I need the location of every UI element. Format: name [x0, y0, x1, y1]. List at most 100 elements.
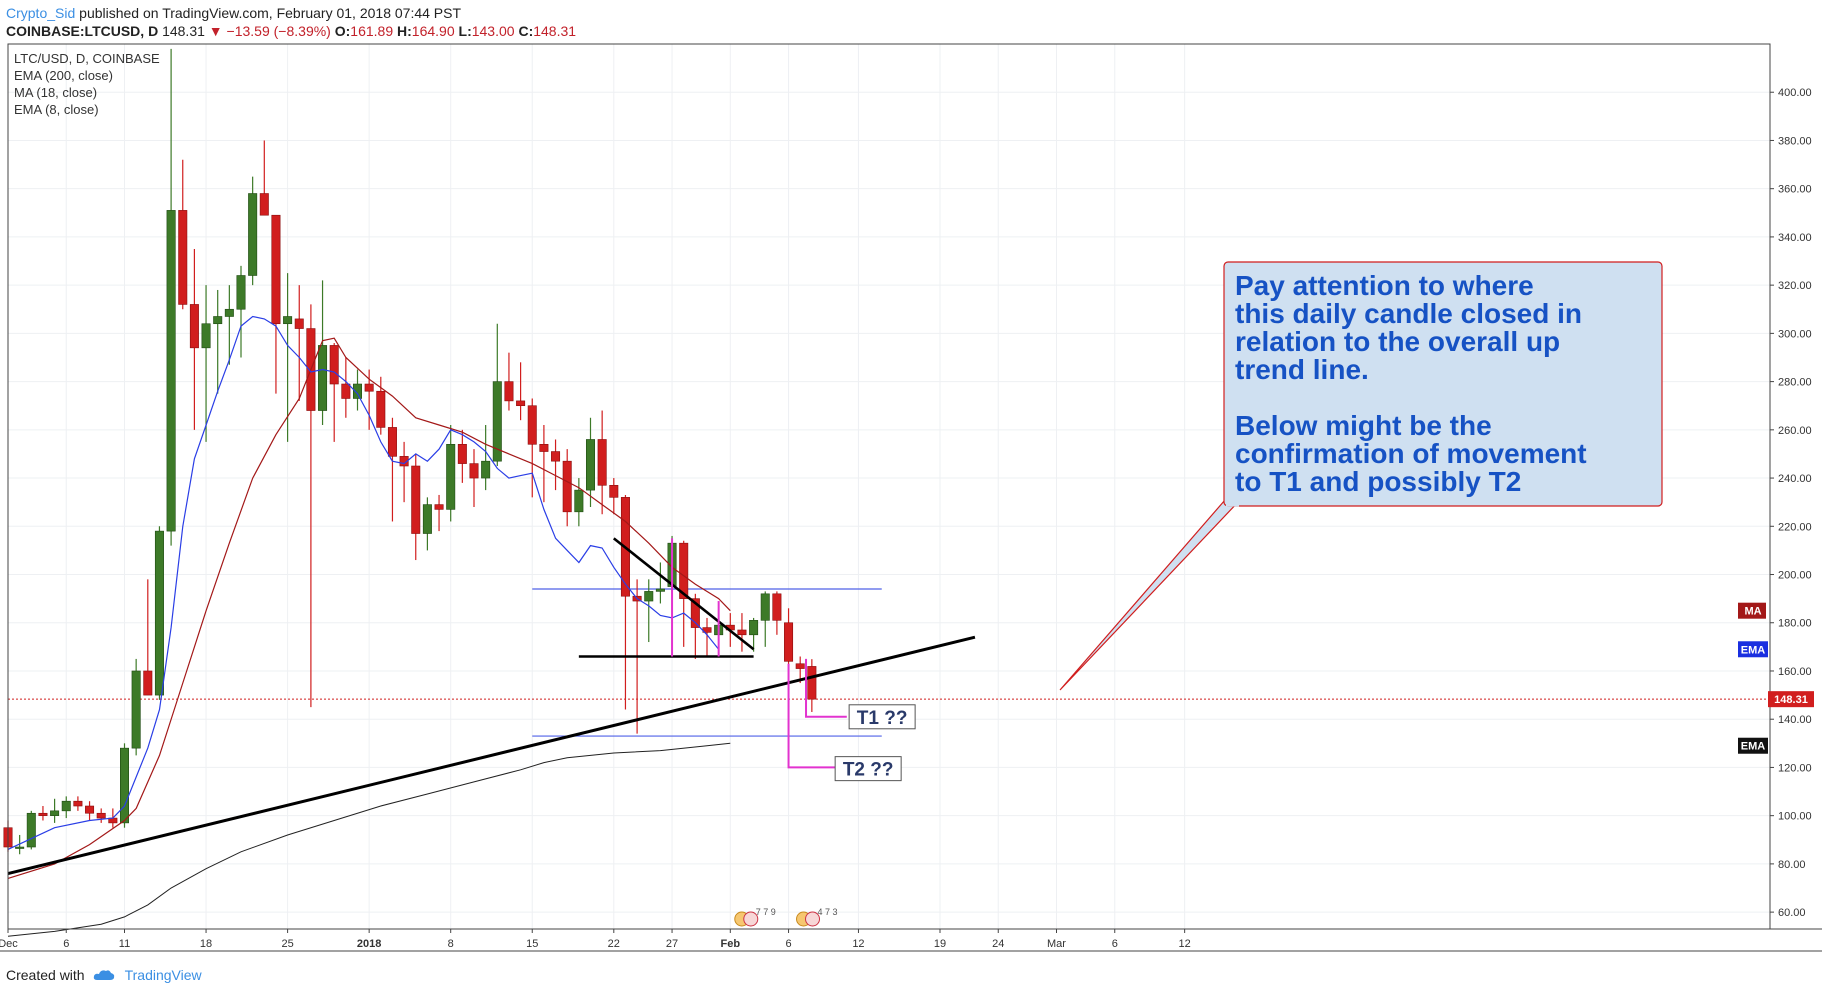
candle-up — [131, 670, 141, 749]
price-change: ▼ −13.59 (−8.39%) — [208, 23, 331, 39]
high-value: 164.90 — [411, 23, 455, 39]
low-label: L: — [458, 23, 472, 39]
chart-header: Crypto_Sid published on TradingView.com,… — [6, 4, 576, 40]
y-tick-label: 220.00 — [1778, 521, 1812, 533]
publish-line: Crypto_Sid published on TradingView.com,… — [6, 4, 576, 22]
tradingview-cloud-icon — [93, 970, 114, 980]
event-flag-icon — [743, 911, 759, 927]
y-tick-label: 320.00 — [1778, 280, 1812, 292]
open-value: 161.89 — [350, 23, 394, 39]
candle-up — [481, 460, 491, 479]
candle-up — [492, 381, 502, 462]
candle-down — [609, 484, 619, 498]
author-link[interactable]: Crypto_Sid — [6, 5, 76, 21]
candle-down — [376, 390, 386, 428]
legend-ema200[interactable]: EMA (200, close) — [14, 68, 113, 83]
candle-up — [655, 588, 665, 592]
x-tick-label: 11 — [119, 938, 130, 950]
candle-up — [154, 530, 164, 696]
ema200-badge: EMA — [1741, 741, 1766, 753]
ma-badge: MA — [1744, 606, 1761, 618]
callout-text-line: Below might be the — [1235, 410, 1492, 441]
ma-badge-bg — [1738, 602, 1766, 619]
candle-down — [38, 812, 48, 816]
x-tick-label: 2018 — [357, 938, 381, 950]
event-count: 7 7 9 — [756, 907, 776, 917]
callout-text-line: to T1 and possibly T2 — [1235, 466, 1521, 497]
candle-down — [189, 304, 199, 349]
callout-text-line: this daily candle closed in — [1235, 298, 1582, 329]
x-tick-label: 12 — [852, 938, 864, 950]
candle-down — [597, 439, 607, 486]
y-tick-label: 300.00 — [1778, 328, 1812, 340]
candle-down — [178, 210, 188, 305]
x-tick-label: 6 — [1112, 938, 1118, 950]
legend-ema8[interactable]: EMA (8, close) — [14, 102, 99, 117]
uptrend-line — [7, 635, 976, 875]
candle-down — [772, 593, 782, 621]
candle-up — [644, 591, 654, 602]
callout-text-line: trend line. — [1235, 354, 1369, 385]
y-tick-label: 160.00 — [1778, 666, 1812, 678]
candle-up — [26, 812, 36, 848]
legend-ma18[interactable]: MA (18, close) — [14, 85, 98, 100]
y-tick-label: 240.00 — [1778, 473, 1812, 485]
tradingview-link[interactable]: TradingView — [124, 967, 202, 983]
y-tick-label: 380.00 — [1778, 135, 1812, 147]
x-tick-label: 22 — [608, 938, 620, 950]
last-price: 148.31 — [162, 23, 205, 39]
x-tick-label: 15 — [526, 938, 538, 950]
candle-up — [574, 489, 584, 513]
ohlc-line: COINBASE:LTCUSD, D 148.31 ▼ −13.59 (−8.3… — [6, 22, 576, 40]
created-with-label: Created with — [6, 967, 85, 983]
candle-down — [457, 443, 467, 464]
candle-down — [341, 383, 351, 399]
candle-down — [795, 663, 805, 669]
y-tick-label: 140.00 — [1778, 714, 1812, 726]
candle-down — [387, 427, 397, 457]
candle-down — [679, 542, 689, 599]
candle-down — [294, 318, 304, 329]
candle-up — [201, 323, 211, 349]
candle-up — [248, 193, 258, 276]
close-value: 148.31 — [533, 23, 577, 39]
y-tick-label: 360.00 — [1778, 184, 1812, 196]
event-count: 4 7 3 — [818, 907, 838, 917]
candle-down — [784, 622, 794, 662]
candle-up — [120, 747, 130, 824]
callout-text-line: Pay attention to where — [1235, 270, 1534, 301]
x-tick-label: Mar — [1047, 938, 1066, 950]
y-tick-label: 60.00 — [1778, 907, 1806, 919]
candle-up — [318, 345, 328, 411]
x-tick-label: 12 — [1179, 938, 1191, 950]
candle-down — [329, 345, 339, 385]
candle-up — [50, 810, 60, 816]
candle-up — [446, 443, 456, 510]
y-tick-label: 200.00 — [1778, 570, 1812, 582]
candle-up — [283, 316, 293, 325]
legend-symbol[interactable]: LTC/USD, D, COINBASE — [14, 51, 160, 66]
event-flag-icon — [805, 911, 821, 927]
y-tick-label: 400.00 — [1778, 87, 1812, 99]
descending-trend-line — [612, 537, 755, 651]
candle-down — [516, 400, 526, 407]
t1-label: T1 ?? — [857, 708, 908, 729]
ema200-badge-bg — [1738, 737, 1768, 754]
close-label: C: — [518, 23, 534, 39]
y-tick-label: 180.00 — [1778, 618, 1812, 630]
candle-up — [236, 275, 246, 310]
x-tick-label: 25 — [281, 938, 293, 950]
y-tick-label: 80.00 — [1778, 859, 1806, 871]
y-tick-label: 120.00 — [1778, 762, 1812, 774]
y-tick-label: 260.00 — [1778, 425, 1812, 437]
callout-text-line: confirmation of movement — [1235, 438, 1587, 469]
candle-down — [259, 193, 269, 216]
candle-down — [469, 463, 479, 479]
x-tick-label: 24 — [992, 938, 1004, 950]
candle-up — [15, 846, 25, 849]
candle-down — [399, 456, 409, 467]
low-value: 143.00 — [471, 23, 515, 39]
x-tick-label: Dec — [0, 938, 18, 950]
ema200-line — [7, 742, 731, 937]
